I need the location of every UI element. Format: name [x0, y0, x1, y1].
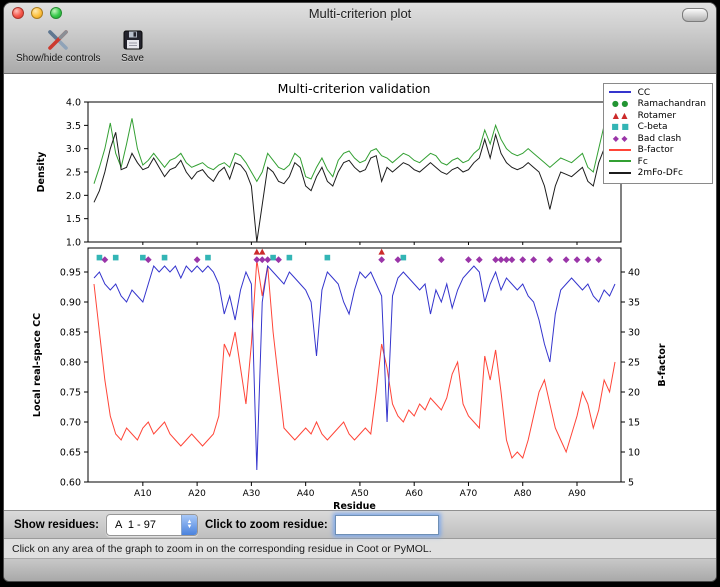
- legend-item: ■ ■ C-beta: [611, 122, 668, 133]
- svg-text:3.5: 3.5: [66, 121, 81, 132]
- legend-item: B-factor: [607, 145, 706, 157]
- svg-text:0.70: 0.70: [60, 418, 81, 429]
- residue-range-value: A 1 - 97: [115, 518, 156, 531]
- svg-text:35: 35: [628, 298, 640, 309]
- svg-text:A80: A80: [514, 489, 532, 499]
- svg-text:1.0: 1.0: [66, 238, 81, 249]
- window-title: Multi-criterion plot: [308, 6, 412, 21]
- svg-text:B-factor: B-factor: [657, 343, 668, 386]
- show-residues-label: Show residues:: [14, 518, 99, 531]
- svg-text:Density: Density: [36, 151, 47, 193]
- Fc-line: [93, 118, 616, 184]
- residue-range-select[interactable]: A 1 - 97 ▲ ▼: [106, 513, 198, 536]
- svg-text:40: 40: [628, 268, 640, 279]
- svg-text:Local real-space CC: Local real-space CC: [32, 313, 43, 417]
- rotamer-markers: [253, 248, 385, 255]
- svg-text:10: 10: [628, 448, 640, 459]
- 2mFo-DFc-line: [93, 132, 616, 243]
- svg-text:A60: A60: [405, 489, 423, 499]
- legend-item: ◆ ◆ Bad clash: [612, 133, 682, 144]
- toolbar: Show/hide controls Save: [4, 24, 716, 73]
- svg-text:A30: A30: [243, 489, 261, 499]
- svg-text:2.5: 2.5: [66, 168, 81, 179]
- minimize-button[interactable]: [31, 7, 43, 19]
- tools-icon: [45, 26, 71, 53]
- tool-label: Show/hide controls: [16, 53, 101, 64]
- b-factor-line: [93, 259, 616, 459]
- show-hide-controls-button[interactable]: Show/hide controls: [16, 26, 101, 64]
- svg-text:Residue: Residue: [333, 501, 376, 510]
- cc-line: [93, 264, 616, 471]
- window-bottom-strip: [4, 559, 716, 581]
- svg-text:0.95: 0.95: [60, 268, 81, 279]
- app-window: Multi-criterion plot Show/hide controls: [3, 2, 717, 582]
- svg-text:0.80: 0.80: [60, 358, 81, 369]
- bad-clash-markers: [101, 256, 603, 264]
- svg-text:5: 5: [628, 478, 634, 489]
- svg-text:A40: A40: [297, 489, 315, 499]
- legend-item: 2mFo-DFc: [607, 168, 706, 180]
- close-button[interactable]: [12, 7, 24, 19]
- cbeta-markers: [96, 254, 407, 261]
- svg-text:3.0: 3.0: [66, 144, 81, 155]
- multi-criterion-chart[interactable]: 1.0 1.5 2.0 2.5 3.0 3.5 4.0 Density 0.60 0.65 0.70…: [4, 74, 716, 511]
- svg-text:A20: A20: [188, 489, 206, 499]
- svg-text:A10: A10: [134, 489, 152, 499]
- legend-item: CC: [607, 87, 706, 99]
- tool-label: Save: [121, 53, 144, 64]
- status-text: Click on any area of the graph to zoom i…: [12, 542, 432, 555]
- svg-text:A70: A70: [460, 489, 478, 499]
- svg-text:1.5: 1.5: [66, 214, 81, 225]
- svg-text:25: 25: [628, 358, 640, 369]
- svg-text:4.0: 4.0: [66, 98, 81, 109]
- svg-text:0.75: 0.75: [60, 388, 81, 399]
- window-header: Multi-criterion plot Show/hide controls: [4, 3, 716, 74]
- svg-text:15: 15: [628, 418, 640, 429]
- chart-title: Multi-criterion validation: [277, 81, 431, 96]
- stepper-up-icon: ▲: [186, 518, 193, 525]
- zoom-residue-input[interactable]: [334, 514, 439, 535]
- legend-item: Fc: [607, 156, 706, 168]
- svg-text:0.90: 0.90: [60, 298, 81, 309]
- svg-text:2.0: 2.0: [66, 191, 81, 202]
- controls-bar: Show residues: A 1 - 97 ▲ ▼ Click to zoo…: [4, 510, 716, 538]
- save-icon: [121, 26, 145, 53]
- svg-text:0.85: 0.85: [60, 328, 81, 339]
- legend: CC ● ● Ramachandran ▲ ▲ Rotamer ■ ■ C-beta ◆ ◆ B…: [602, 83, 713, 184]
- status-bar: Click on any area of the graph to zoom i…: [4, 538, 716, 559]
- title-bar[interactable]: Multi-criterion plot: [4, 3, 716, 24]
- zoom-button[interactable]: [50, 7, 62, 19]
- legend-item: ● ● Ramachandran: [611, 99, 706, 110]
- window-controls: [12, 7, 62, 19]
- svg-text:A90: A90: [568, 489, 586, 499]
- svg-text:0.60: 0.60: [60, 478, 81, 489]
- svg-text:A50: A50: [351, 489, 369, 499]
- stepper-down-icon: ▼: [186, 523, 193, 530]
- svg-text:30: 30: [628, 328, 640, 339]
- zoom-residue-label: Click to zoom residue:: [205, 518, 328, 531]
- svg-text:0.65: 0.65: [60, 448, 81, 459]
- svg-text:20: 20: [628, 388, 640, 399]
- bottom-plot-box: [87, 247, 622, 483]
- legend-item: ▲ ▲ Rotamer: [612, 110, 677, 121]
- save-button[interactable]: Save: [121, 26, 145, 64]
- plot-canvas[interactable]: 1.0 1.5 2.0 2.5 3.0 3.5 4.0 Density 0.60 0.65 0.70…: [4, 74, 716, 510]
- stepper-icon[interactable]: ▲ ▼: [181, 514, 197, 535]
- toolbar-toggle-button[interactable]: [682, 8, 708, 22]
